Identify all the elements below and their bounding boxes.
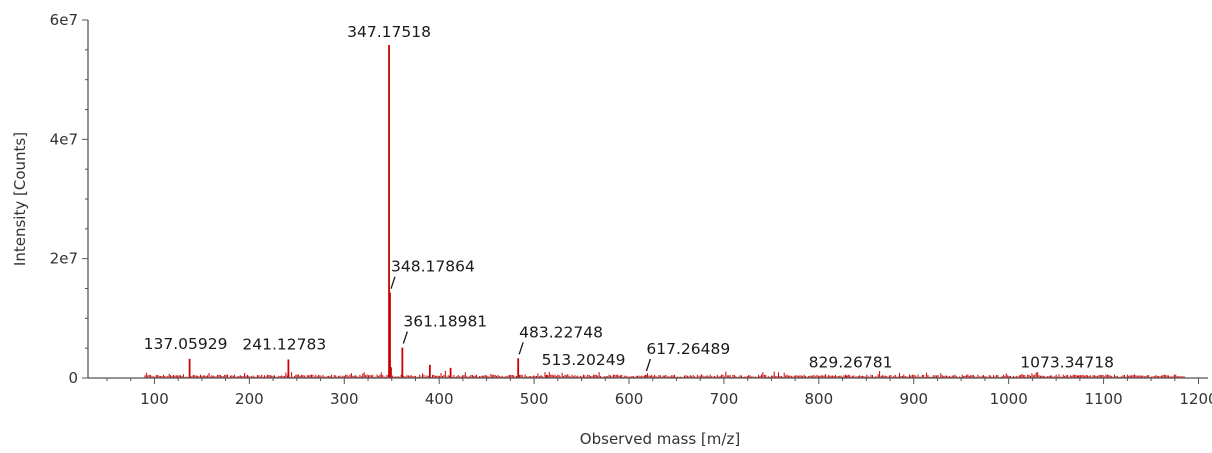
peak-label: 829.26781 [809, 354, 893, 372]
x-tick-label: 1000 [990, 390, 1028, 408]
y-tick-label: 2e7 [50, 250, 78, 268]
x-tick-label: 400 [425, 390, 454, 408]
x-tick-label: 200 [235, 390, 264, 408]
x-tick-label: 800 [805, 390, 834, 408]
axes [87, 20, 1208, 379]
x-tick-label: 700 [710, 390, 739, 408]
peak-label: 513.20249 [542, 351, 626, 369]
peak-label: 361.18981 [403, 313, 487, 331]
label-leader-line [645, 358, 652, 372]
x-tick-label: 600 [615, 390, 644, 408]
peak-label: 347.17518 [347, 23, 431, 41]
x-tick-label: 500 [520, 390, 549, 408]
x-tick-label: 900 [899, 390, 928, 408]
label-leader-line [518, 342, 524, 355]
label-leader-line [402, 331, 408, 344]
peak-label: 1073.34718 [1020, 354, 1114, 372]
y-tick-label: 4e7 [50, 130, 78, 148]
baseline-noise [144, 370, 1185, 378]
label-leader-line [390, 276, 396, 289]
x-tick-label: 1100 [1084, 390, 1122, 408]
y-axis-ticks: 0 2e7 4e7 6e7 [50, 11, 88, 387]
peak-labels: 137.05929 241.12783 347.17518 348.17864 361.… [144, 23, 1114, 372]
spectrum-peaks [188, 45, 1080, 378]
peak-label: 617.26489 [646, 340, 730, 358]
x-tick-label: 300 [330, 390, 359, 408]
x-tick-label: 100 [140, 390, 169, 408]
peak-label: 241.12783 [242, 336, 326, 354]
peak-label: 348.17864 [391, 258, 475, 276]
peak-label: 137.05929 [144, 335, 228, 353]
y-axis-title: Intensity [Counts] [11, 132, 29, 266]
y-tick-label: 0 [68, 369, 78, 387]
y-tick-label: 6e7 [50, 11, 78, 29]
x-axis-title: Observed mass [m/z] [580, 430, 740, 448]
peak-label: 483.22748 [519, 323, 603, 341]
